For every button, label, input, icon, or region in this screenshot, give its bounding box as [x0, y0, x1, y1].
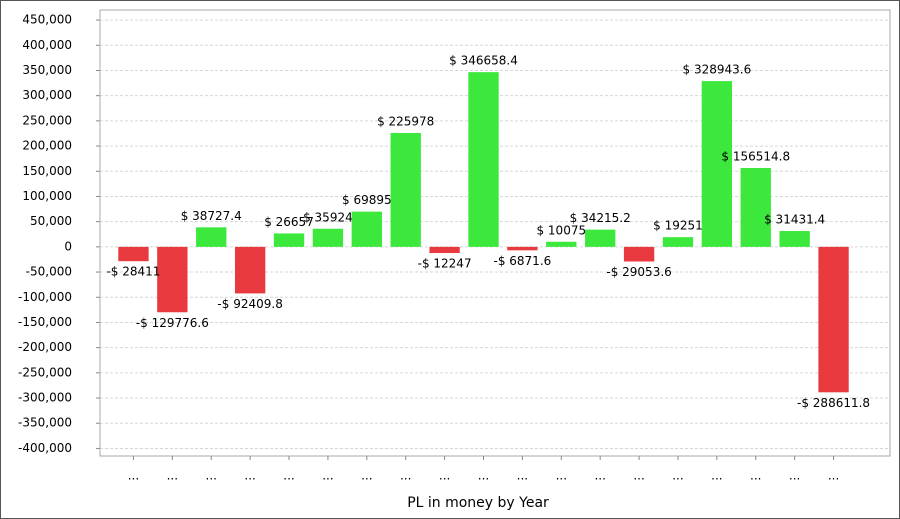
data-label: -$ 29053.6	[606, 265, 671, 279]
bar	[118, 246, 149, 262]
x-tick-label: ...	[244, 469, 255, 483]
bar	[701, 81, 733, 247]
data-label: -$ 288611.8	[797, 396, 870, 410]
x-tick-label: ...	[517, 469, 528, 483]
data-label: $ 69895	[342, 193, 392, 207]
y-tick-label: 350,000	[22, 63, 72, 77]
data-label: $ 31431.4	[764, 213, 825, 227]
x-tick-label: ...	[556, 469, 567, 483]
y-tick-label: 450,000	[22, 13, 72, 27]
bar	[390, 132, 421, 247]
bar	[662, 237, 694, 247]
x-tick-label: ...	[322, 469, 333, 483]
x-tick-label: ...	[361, 469, 372, 483]
data-label: $ 38727.4	[181, 209, 242, 223]
data-label: $ 34215.2	[570, 211, 631, 225]
x-tick-label: ...	[206, 469, 217, 483]
y-tick-label: -300,000	[18, 391, 72, 405]
x-tick-label: ...	[128, 469, 139, 483]
data-label: $ 26657	[264, 215, 314, 229]
bar	[234, 246, 266, 294]
data-label: -$ 6871.6	[494, 254, 552, 268]
data-label: -$ 129776.6	[136, 316, 209, 330]
x-tick-label: ...	[672, 469, 683, 483]
data-label: $ 225978	[377, 114, 434, 128]
bar	[507, 246, 538, 251]
x-tick-label: ...	[478, 469, 489, 483]
bar	[585, 229, 616, 247]
y-tick-label: -150,000	[18, 315, 72, 329]
x-axis-title: PL in money by Year	[407, 495, 549, 511]
data-label: $ 156514.8	[721, 149, 790, 163]
bar	[351, 211, 382, 247]
y-tick-label: 0	[64, 239, 72, 253]
bar	[740, 167, 771, 247]
data-label: $ 10075	[536, 223, 586, 237]
x-tick-label: ...	[711, 469, 722, 483]
bar	[468, 72, 499, 247]
data-label: $ 35924	[303, 210, 353, 224]
x-tick-label: ...	[828, 469, 839, 483]
bar	[157, 246, 188, 313]
data-label: $ 346658.4	[449, 54, 518, 68]
bar	[818, 246, 849, 393]
y-tick-label: 400,000	[22, 38, 72, 52]
data-label: -$ 92409.8	[217, 297, 282, 311]
x-tick-label: ...	[594, 469, 605, 483]
y-tick-label: -400,000	[18, 441, 72, 455]
bar	[312, 228, 344, 247]
bar	[546, 241, 577, 247]
y-tick-label: -250,000	[18, 365, 72, 379]
x-tick-label: ...	[633, 469, 644, 483]
bar	[779, 231, 810, 247]
x-tick-label: ...	[789, 469, 800, 483]
x-tick-label: ...	[750, 469, 761, 483]
bar	[429, 246, 460, 254]
y-tick-label: 200,000	[22, 139, 72, 153]
y-tick-label: -100,000	[18, 290, 72, 304]
x-tick-label: ...	[439, 469, 450, 483]
y-tick-label: 300,000	[22, 88, 72, 102]
data-label: $ 19251	[653, 219, 703, 233]
bar	[196, 227, 227, 247]
data-label: -$ 28411	[106, 265, 160, 279]
y-tick-label: 50,000	[30, 214, 72, 228]
bar	[273, 233, 305, 247]
x-tick-label: ...	[167, 469, 178, 483]
x-tick-label: ...	[400, 469, 411, 483]
y-tick-label: 250,000	[22, 113, 72, 127]
y-tick-label: 100,000	[22, 189, 72, 203]
y-tick-label: 150,000	[22, 164, 72, 178]
x-tick-label: ...	[283, 469, 294, 483]
data-label: $ 328943.6	[683, 63, 752, 77]
y-tick-label: -350,000	[18, 416, 72, 430]
y-tick-label: -50,000	[26, 265, 72, 279]
data-label: -$ 12247	[418, 257, 472, 271]
bar	[623, 246, 655, 262]
y-tick-label: -200,000	[18, 340, 72, 354]
